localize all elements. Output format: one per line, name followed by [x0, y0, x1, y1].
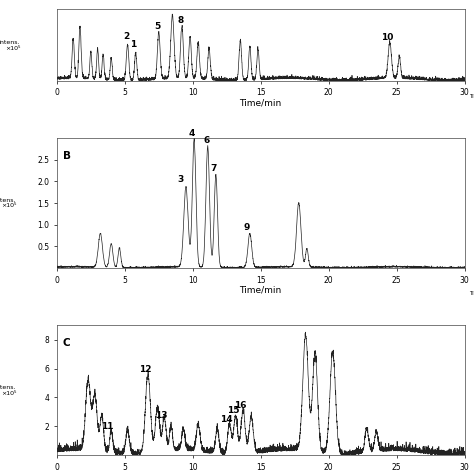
Text: 12: 12 — [139, 365, 152, 374]
Text: Time (min): Time (min) — [469, 94, 474, 99]
X-axis label: Time/min: Time/min — [239, 99, 282, 108]
Text: 4: 4 — [189, 129, 195, 138]
Text: B: B — [63, 151, 71, 161]
Text: Intens.
×10⁵: Intens. ×10⁵ — [0, 40, 20, 51]
Text: 3: 3 — [177, 174, 183, 183]
Text: 9: 9 — [244, 223, 250, 232]
Text: 14: 14 — [220, 415, 232, 424]
Text: 7: 7 — [210, 164, 217, 173]
X-axis label: Time/min: Time/min — [239, 473, 282, 474]
Text: 6: 6 — [203, 136, 210, 145]
X-axis label: Time/min: Time/min — [239, 286, 282, 295]
Text: Intens.
×10⁵: Intens. ×10⁵ — [0, 385, 16, 396]
Text: 8: 8 — [177, 16, 183, 25]
Text: Intens.
×10⁵: Intens. ×10⁵ — [0, 198, 16, 209]
Text: 15: 15 — [227, 406, 239, 415]
Text: 1: 1 — [130, 40, 137, 49]
Text: 2: 2 — [123, 32, 129, 41]
Text: 16: 16 — [234, 401, 246, 410]
Text: C: C — [63, 338, 71, 348]
Text: 11: 11 — [101, 422, 113, 431]
Text: 10: 10 — [381, 33, 393, 42]
Text: Time (min): Time (min) — [469, 292, 474, 296]
Text: 13: 13 — [155, 410, 167, 419]
Text: 5: 5 — [155, 22, 161, 31]
